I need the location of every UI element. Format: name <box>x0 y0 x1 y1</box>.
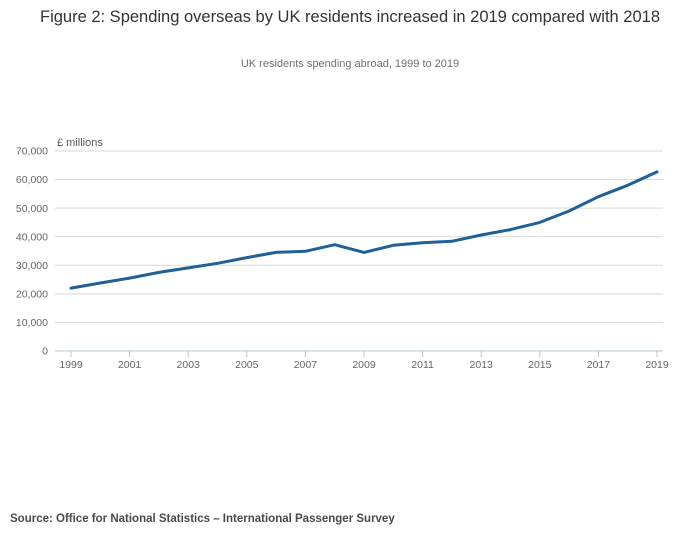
x-axis-label: 2005 <box>235 359 259 371</box>
y-axis-unit-label: £ millions <box>57 137 103 149</box>
x-axis-label: 2019 <box>645 359 669 371</box>
x-axis-label: 2009 <box>352 359 376 371</box>
x-axis-label: 2011 <box>411 359 434 371</box>
spending-line <box>69 170 659 290</box>
x-axis-label: 2017 <box>587 359 611 371</box>
y-axis-label: 70,000 <box>16 146 48 158</box>
source-note: Source: Office for National Statistics –… <box>10 513 395 525</box>
x-axis-label: 2007 <box>294 359 318 371</box>
y-axis-label: 30,000 <box>16 260 48 272</box>
chart-subtitle: UK residents spending abroad, 1999 to 20… <box>240 58 460 70</box>
y-axis-label: 10,000 <box>16 317 48 329</box>
y-axis-label: 60,000 <box>16 174 48 186</box>
y-axis-label: 0 <box>42 346 48 358</box>
y-axis-label: 20,000 <box>16 289 48 301</box>
x-axis-label: 2001 <box>118 359 142 371</box>
x-axis-label: 2003 <box>177 359 201 371</box>
x-axis-label: 2013 <box>470 359 494 371</box>
x-axis-label: 1999 <box>59 359 83 371</box>
chart-title: Figure 2: Spending overseas by UK reside… <box>39 8 661 26</box>
x-axis-label: 2015 <box>528 359 552 371</box>
y-axis-label: 40,000 <box>16 231 48 243</box>
y-axis-label: 50,000 <box>16 203 48 215</box>
